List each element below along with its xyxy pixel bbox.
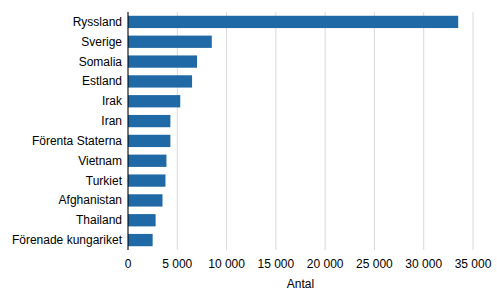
tick-label: 30 000: [405, 257, 442, 271]
category-label: Afghanistan: [59, 193, 122, 207]
grid-line: [128, 12, 129, 250]
tick-label: 25 000: [356, 257, 393, 271]
bar: [128, 155, 166, 167]
grid-line: [325, 12, 326, 250]
category-label: Thailand: [76, 213, 122, 227]
bar: [128, 194, 163, 206]
bar: [128, 214, 156, 226]
bar: [128, 234, 153, 246]
grid-line: [423, 12, 424, 250]
grid: [128, 12, 473, 250]
x-axis-title: Antal: [287, 277, 314, 291]
category-label: Sverige: [81, 35, 122, 49]
chart-svg: 0 5 000 10 000 15 000 20 000 25 000 30 000 35 0…: [0, 0, 497, 306]
category-label: Turkiet: [86, 174, 123, 188]
grid-line: [473, 12, 474, 250]
tick-label: 10 000: [208, 257, 245, 271]
bar: [128, 75, 192, 87]
bars: [128, 16, 458, 246]
category-label: Somalia: [79, 55, 123, 69]
category-labels: Ryssland Sverige Somalia Estland Irak Iran För…: [12, 15, 123, 247]
grid-line: [226, 12, 227, 250]
tick-label: 20 000: [307, 257, 344, 271]
bar: [128, 135, 170, 147]
y-axis-line: [128, 12, 129, 250]
bar: [128, 36, 212, 48]
category-label: Ryssland: [73, 15, 122, 29]
bar: [128, 115, 170, 127]
tick-label: 15 000: [258, 257, 295, 271]
bar: [128, 174, 165, 186]
tick-label: 5 000: [162, 257, 192, 271]
bar: [128, 55, 197, 67]
category-label: Förenta Staterna: [32, 134, 122, 148]
category-label: Irak: [102, 94, 123, 108]
bar: [128, 16, 458, 28]
x-tick-labels: 0 5 000 10 000 15 000 20 000 25 000 30 000 35 0…: [125, 257, 492, 271]
chart-container: 0 5 000 10 000 15 000 20 000 25 000 30 000 35 0…: [0, 0, 497, 306]
tick-label: 35 000: [455, 257, 492, 271]
category-label: Vietnam: [78, 154, 122, 168]
bar: [128, 95, 180, 107]
grid-line: [374, 12, 375, 250]
grid-line: [275, 12, 276, 250]
category-label: Iran: [101, 114, 122, 128]
category-label: Förenade kungariket: [12, 233, 123, 247]
tick-label: 0: [125, 257, 132, 271]
category-label: Estland: [82, 74, 122, 88]
